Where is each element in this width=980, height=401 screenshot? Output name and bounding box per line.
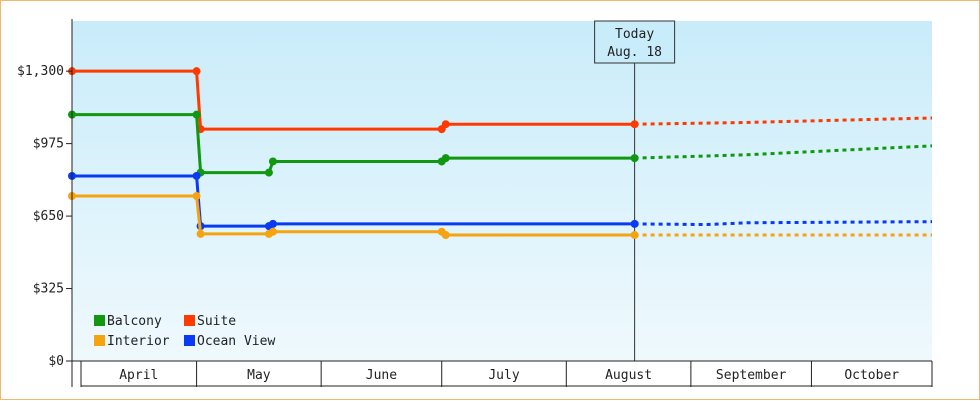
data-point <box>630 231 639 240</box>
legend-label: Balcony <box>107 314 162 329</box>
today-label: Today <box>615 27 654 42</box>
y-tick-label: $0 <box>48 354 64 369</box>
legend-item-interior: Interior <box>94 334 170 349</box>
series-forecast-line <box>634 116 933 126</box>
legend-swatch <box>184 315 195 326</box>
data-point <box>192 67 201 76</box>
data-point <box>441 120 450 129</box>
series-interior <box>68 192 932 240</box>
x-tick-label: June <box>366 368 397 383</box>
series-balcony <box>68 110 933 177</box>
legend-label: Interior <box>107 334 170 349</box>
x-tick-label: April <box>119 368 158 383</box>
data-point <box>268 227 277 236</box>
today-date-label: Aug. 18 <box>607 45 662 60</box>
data-point <box>268 157 277 166</box>
data-point <box>192 192 201 201</box>
data-point <box>192 171 201 180</box>
data-point <box>196 229 205 238</box>
x-tick-label: May <box>247 368 271 383</box>
data-point <box>441 231 450 240</box>
data-point <box>630 219 639 228</box>
y-tick-label: $1,300 <box>17 64 64 79</box>
legend-label: Ocean View <box>197 334 275 349</box>
legend-label: Suite <box>197 314 236 329</box>
series-suite <box>68 67 933 134</box>
legend-swatch <box>94 335 105 346</box>
axes: $0 $325 $650 $975 $1,300 April May June July Augu… <box>17 19 933 387</box>
plot-area <box>72 21 932 361</box>
x-tick-label: July <box>488 368 519 383</box>
series-line <box>72 174 635 228</box>
x-tick-label: October <box>844 368 899 383</box>
data-point <box>192 110 201 119</box>
legend-item-balcony: Balcony <box>94 314 162 329</box>
series-group <box>68 67 933 240</box>
data-point <box>630 154 639 163</box>
x-tick-label: August <box>605 368 652 383</box>
series-line <box>72 69 635 131</box>
data-point <box>630 120 639 129</box>
data-point <box>264 168 273 177</box>
x-tick-label: September <box>716 368 787 383</box>
legend-swatch <box>184 335 195 346</box>
series-forecast-line <box>634 144 933 160</box>
y-tick-label: $650 <box>33 209 64 224</box>
data-point <box>441 154 450 163</box>
legend-item-suite: Suite <box>184 314 236 329</box>
legend-item-ocean-view: Ocean View <box>184 334 275 349</box>
today-box <box>594 20 676 64</box>
y-tick-label: $325 <box>33 282 64 297</box>
today-marker: Today Aug. 18 <box>594 20 676 361</box>
data-point <box>268 219 277 228</box>
legend: Balcony Suite Interior Ocean View <box>94 314 275 349</box>
y-tick-label: $975 <box>33 137 64 152</box>
legend-swatch <box>94 315 105 326</box>
